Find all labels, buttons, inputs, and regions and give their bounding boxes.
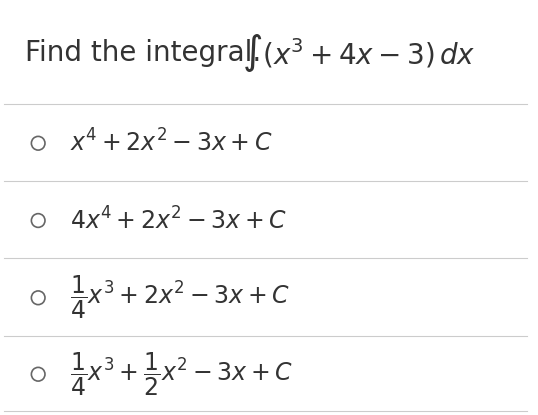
Text: Find the integral.: Find the integral.: [25, 39, 261, 67]
Text: $x^4 + 2x^2 - 3x + C$: $x^4 + 2x^2 - 3x + C$: [69, 129, 272, 157]
Text: $\dfrac{1}{4}x^3 + \dfrac{1}{2}x^2 - 3x + C$: $\dfrac{1}{4}x^3 + \dfrac{1}{2}x^2 - 3x …: [69, 351, 293, 398]
Text: $\int (x^3 + 4x - 3)\,dx$: $\int (x^3 + 4x - 3)\,dx$: [242, 32, 476, 74]
Text: $4x^4 + 2x^2 - 3x + C$: $4x^4 + 2x^2 - 3x + C$: [69, 207, 287, 234]
Text: $\dfrac{1}{4}x^3 + 2x^2 - 3x + C$: $\dfrac{1}{4}x^3 + 2x^2 - 3x + C$: [69, 274, 290, 322]
